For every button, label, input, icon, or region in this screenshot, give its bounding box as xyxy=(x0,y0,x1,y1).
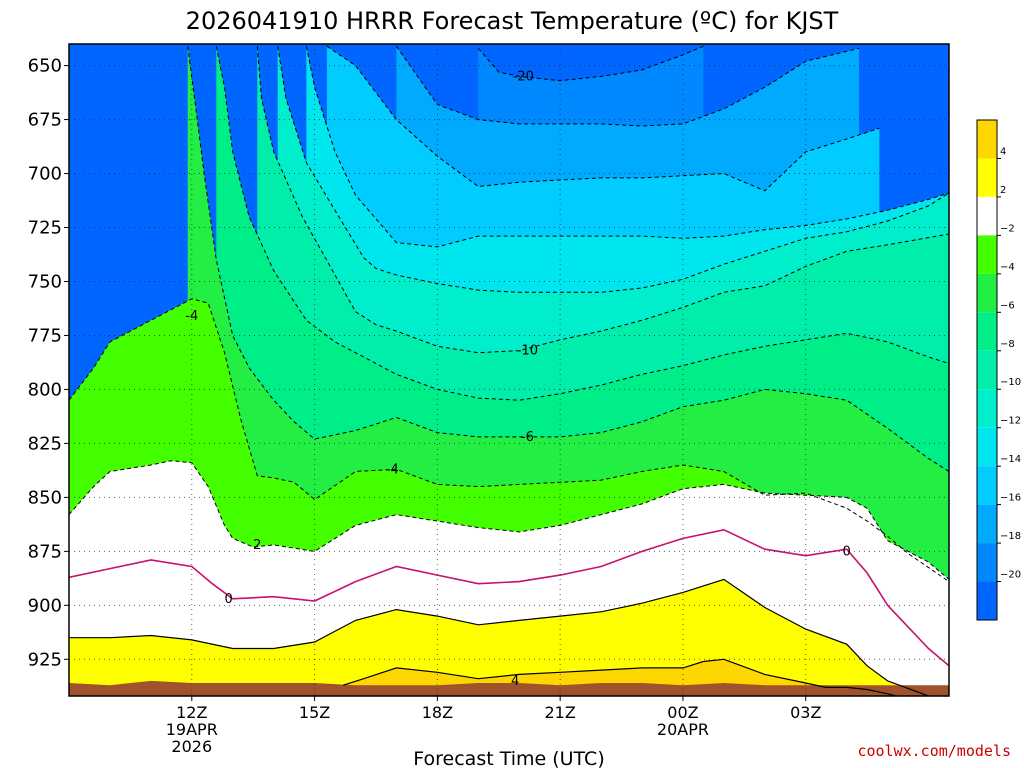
colorbar-tick-label: −12 xyxy=(1000,416,1021,427)
contour-label: 0 xyxy=(224,592,232,607)
colorbar-swatch xyxy=(977,120,997,159)
x-tick-label: 21Z xyxy=(544,703,575,722)
grid-lines xyxy=(69,44,949,696)
colorbar-tick-label: 2 xyxy=(1000,185,1006,196)
chart-title: 2026041910 HRRR Forecast Temperature (ºC… xyxy=(186,7,839,35)
x-tick-date-label: 19APR xyxy=(166,720,218,739)
colorbar-tick-label: −16 xyxy=(1000,493,1021,504)
contour-line-m12 xyxy=(277,46,949,293)
x-axis-label: Forecast Time (UTC) xyxy=(413,748,604,768)
contour-line-m10 xyxy=(256,46,949,354)
contour-line-0 xyxy=(69,528,949,667)
contour-line-4 xyxy=(343,658,896,696)
contour-lines xyxy=(69,45,949,696)
x-tick-label: 00Z xyxy=(667,703,698,722)
contour-label: -4 xyxy=(185,309,198,324)
colorbar-tick-label: −8 xyxy=(1000,339,1015,350)
contour-line-m16 xyxy=(326,45,880,192)
colorbar-tick-label: −20 xyxy=(1000,570,1021,581)
y-tick-label: 850 xyxy=(28,487,62,508)
colorbar-swatch xyxy=(977,312,997,351)
x-tick-date-label: 20APR xyxy=(657,720,709,739)
colorbar-tick-label: −10 xyxy=(1000,377,1021,388)
y-tick-label: 925 xyxy=(28,649,62,670)
y-tick-label: 650 xyxy=(28,56,62,77)
y-tick-label: 750 xyxy=(28,271,62,292)
y-tick-label: 675 xyxy=(28,110,62,131)
colorbar-tick-label: 4 xyxy=(1000,146,1006,157)
contour-label: -6 xyxy=(521,430,534,445)
x-tick-year-label: 2026 xyxy=(171,737,212,756)
colorbar-swatch xyxy=(977,389,997,428)
x-tick-label: 18Z xyxy=(422,703,453,722)
x-tick-label: 03Z xyxy=(790,703,821,722)
colorbar-frame xyxy=(976,119,998,621)
y-axis: 650 675 700 725 750 775 800 825 850 875 900 925 xyxy=(28,56,69,670)
contour-line-m4 xyxy=(69,298,949,583)
colorbar-tick-label: −18 xyxy=(1000,531,1021,542)
plot-area: -20 -10 -6 -4 -4 2 0 0 4 xyxy=(69,44,949,696)
colorbar-swatch xyxy=(977,466,997,505)
contour-line-m20 xyxy=(477,45,704,82)
contour-line-2 xyxy=(69,578,929,696)
y-tick-label: 825 xyxy=(28,433,62,454)
colorbar-swatch xyxy=(977,196,997,236)
plot-frame xyxy=(68,43,950,697)
colorbar-tick-label: −2 xyxy=(1000,223,1015,234)
y-tick-label: 800 xyxy=(28,379,62,400)
contour-label: -20 xyxy=(513,69,534,84)
colorbar-swatch xyxy=(977,235,997,274)
y-tick-label: 875 xyxy=(28,541,62,562)
contour-labels: -20 -10 -6 -4 -4 2 0 0 4 xyxy=(185,69,851,689)
colorbar: 4 2 −2 −4 −6 −8 −10 −12 −14 −16 −18 −20 xyxy=(976,119,1021,621)
contour-label: 2 xyxy=(253,538,261,553)
contour-line-m6 xyxy=(187,46,949,472)
ground-layer xyxy=(69,680,949,696)
credit-text: coolwx.com/models xyxy=(857,742,1011,760)
colorbar-swatch xyxy=(977,350,997,390)
colorbar-swatch xyxy=(977,273,997,313)
colorbar-tick-label: −6 xyxy=(1000,300,1015,311)
contour-line-m14 xyxy=(305,46,949,248)
y-tick-label: 900 xyxy=(28,595,62,616)
y-tick-label: 775 xyxy=(28,325,62,346)
ground-terrain xyxy=(69,680,949,696)
colorbar-swatch xyxy=(977,504,997,544)
colorbar-swatch xyxy=(977,543,997,582)
contour-label: 4 xyxy=(511,674,519,689)
contour-line-m8 xyxy=(215,46,949,401)
contour-label: -10 xyxy=(517,344,538,359)
colorbar-swatch xyxy=(977,427,997,467)
colorbar-tick-label: −4 xyxy=(1000,262,1015,273)
contour-line-m2 xyxy=(69,460,949,580)
x-tick-label: 15Z xyxy=(299,703,330,722)
y-tick-label: 725 xyxy=(28,218,62,239)
x-tick-label: 12Z xyxy=(176,703,207,722)
colorbar-swatch xyxy=(977,158,997,197)
colorbar-tick-label: −14 xyxy=(1000,454,1021,465)
y-tick-label: 700 xyxy=(28,164,62,185)
contour-line-m18 xyxy=(395,45,860,127)
contour-label: -4 xyxy=(386,462,399,477)
colorbar-swatch xyxy=(977,581,997,620)
contour-label: 0 xyxy=(843,544,851,559)
